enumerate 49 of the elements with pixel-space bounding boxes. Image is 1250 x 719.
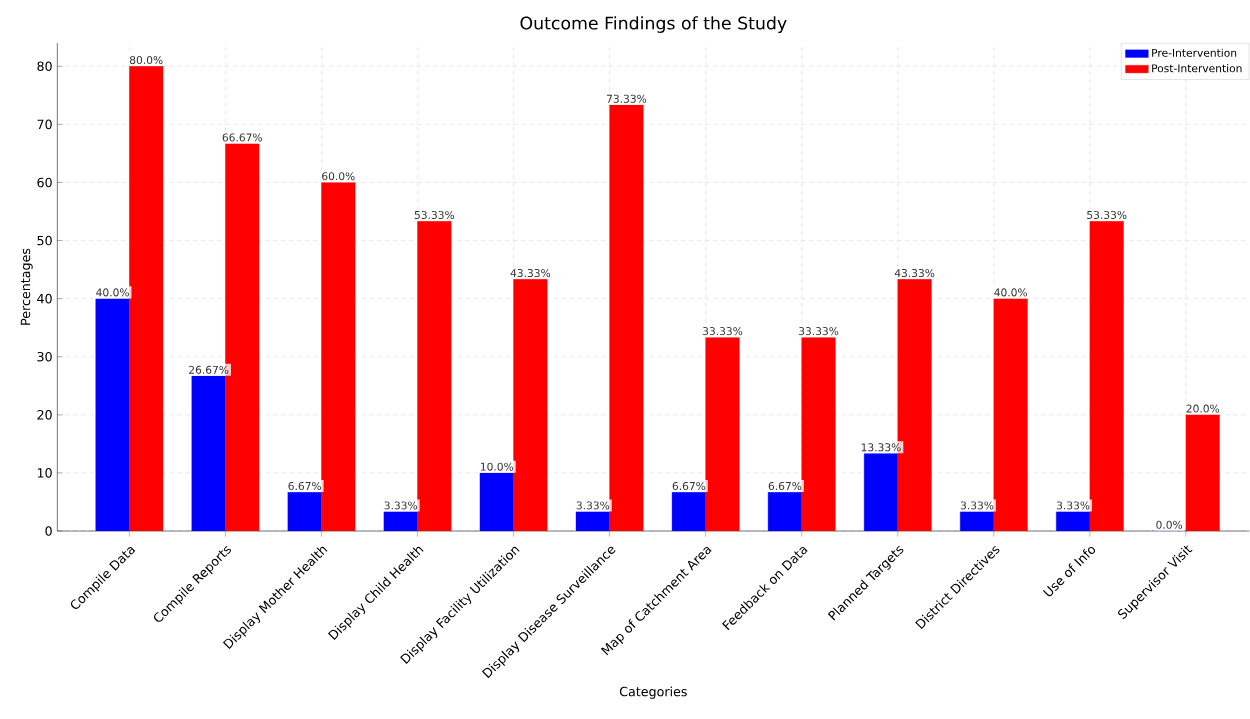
data-label: 3.33% <box>576 501 610 510</box>
data-label: 40.0% <box>96 288 129 297</box>
chart-title: Outcome Findings of the Study <box>520 16 787 33</box>
data-label: 13.33% <box>861 443 901 452</box>
data-label: 73.33% <box>606 94 647 103</box>
data-label: 10.0% <box>481 462 514 471</box>
bar <box>513 279 548 531</box>
bar <box>417 220 452 531</box>
y-tick-label: 0 <box>45 526 52 536</box>
data-label: 43.33% <box>510 269 551 278</box>
bar <box>1185 414 1220 531</box>
y-tick-label: 40 <box>37 293 52 304</box>
data-label: 6.67% <box>768 481 802 491</box>
y-tick-label: 30 <box>37 351 52 362</box>
data-label: 53.33% <box>414 210 455 219</box>
bar <box>321 182 356 531</box>
data-label: 33.33% <box>799 327 839 336</box>
data-label: 26.67% <box>189 365 229 374</box>
data-label: 3.33% <box>1056 501 1090 510</box>
data-label: 20.0% <box>1186 404 1220 413</box>
bar <box>129 66 164 531</box>
bar <box>801 337 836 531</box>
y-tick-label: 10 <box>37 468 52 478</box>
y-axis-title: Percentages <box>20 248 33 325</box>
bar <box>705 337 740 531</box>
y-tick-label: 50 <box>37 235 52 246</box>
bar <box>1089 220 1124 531</box>
data-label: 6.67% <box>288 481 322 491</box>
x-tick-label: Use of Info <box>1042 546 1096 597</box>
y-tick-label: 80 <box>37 61 52 72</box>
data-label: 3.33% <box>960 501 994 510</box>
y-tick-label: 70 <box>37 119 52 130</box>
data-label: 3.33% <box>384 501 418 510</box>
data-label: 60.0% <box>322 172 355 181</box>
data-label: 33.33% <box>702 327 743 336</box>
legend-label: Post-Intervention <box>1152 64 1242 73</box>
y-tick-label: 20 <box>37 410 52 420</box>
data-label: 80.0% <box>129 55 163 65</box>
data-label: 0.0% <box>1156 520 1183 529</box>
data-label: 43.33% <box>894 269 935 278</box>
data-label: 66.67% <box>222 133 262 142</box>
data-label: 6.67% <box>672 481 706 491</box>
bar <box>993 298 1028 531</box>
y-tick-label: 60 <box>37 177 52 188</box>
x-axis-title: Categories <box>619 686 687 699</box>
legend-label: Pre-Intervention <box>1152 48 1237 57</box>
bar <box>609 104 644 531</box>
data-label: 53.33% <box>1087 210 1127 219</box>
data-label: 40.0% <box>994 288 1027 297</box>
